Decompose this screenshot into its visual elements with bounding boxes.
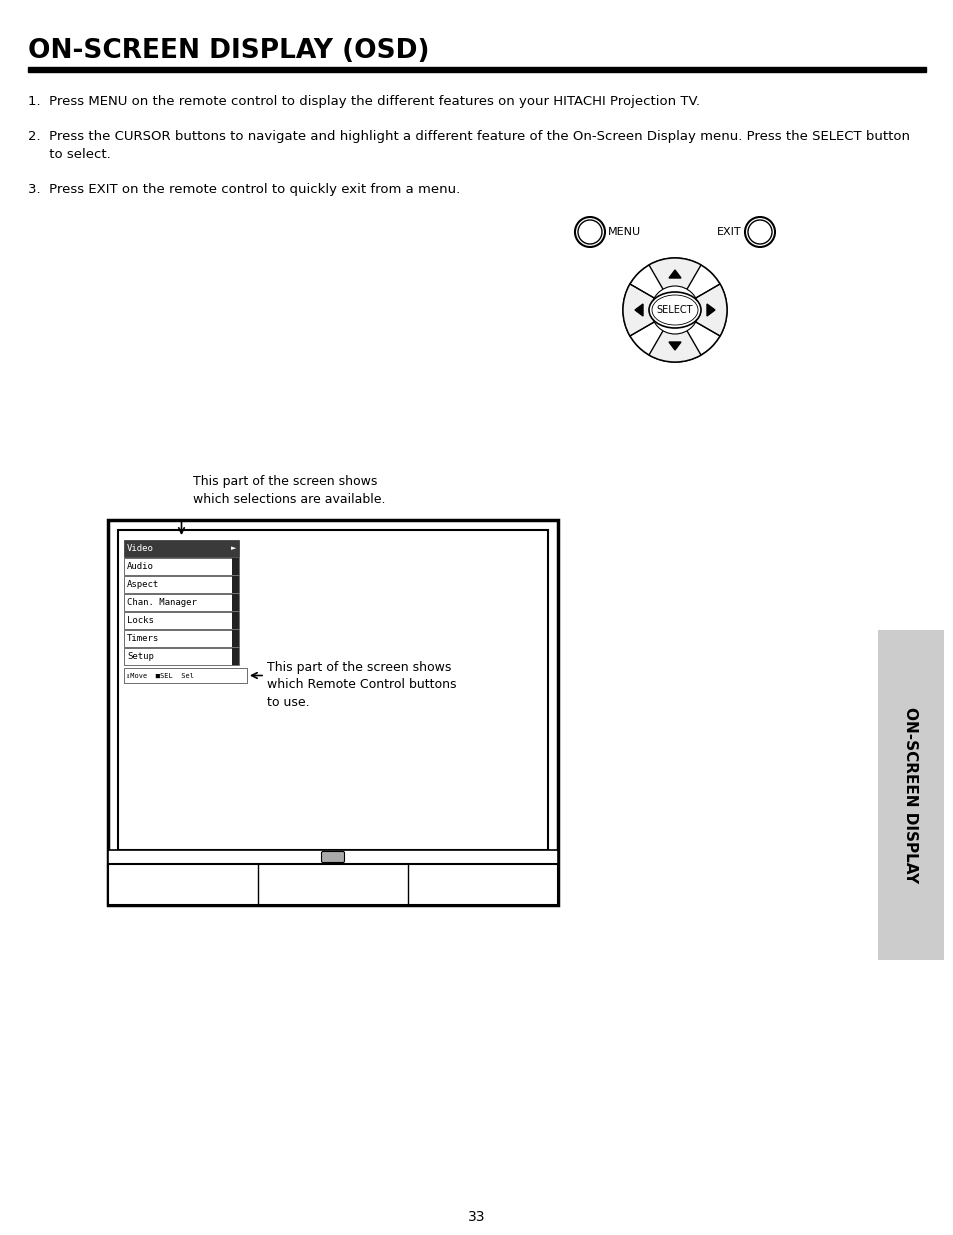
Text: Setup: Setup (127, 652, 153, 661)
Text: This part of the screen shows
which selections are available.: This part of the screen shows which sele… (193, 475, 385, 506)
Text: SELECT: SELECT (656, 305, 693, 315)
Ellipse shape (651, 295, 698, 325)
Text: Aspect: Aspect (127, 580, 159, 589)
Text: MENU: MENU (607, 227, 640, 237)
Bar (124, 630, 239, 647)
Bar (124, 594, 239, 611)
Circle shape (622, 258, 726, 362)
Bar (124, 668, 247, 683)
Bar (232, 576, 239, 593)
Bar (232, 558, 239, 576)
Bar (108, 864, 558, 905)
Polygon shape (635, 304, 642, 316)
Bar (877, 630, 943, 960)
Wedge shape (675, 284, 726, 336)
Bar (28, 67, 925, 72)
Text: 2.  Press the CURSOR buttons to navigate and highlight a different feature of th: 2. Press the CURSOR buttons to navigate … (28, 130, 909, 143)
Text: 1.  Press MENU on the remote control to display the different features on your H: 1. Press MENU on the remote control to d… (28, 95, 700, 107)
Wedge shape (622, 284, 675, 336)
Text: Chan. Manager: Chan. Manager (127, 598, 196, 606)
Bar (124, 613, 239, 629)
Text: Video: Video (127, 543, 153, 553)
Text: 33: 33 (468, 1210, 485, 1224)
Bar (232, 594, 239, 611)
Bar (124, 648, 239, 664)
Text: ON-SCREEN DISPLAY: ON-SCREEN DISPLAY (902, 706, 918, 883)
Text: EXIT: EXIT (717, 227, 741, 237)
Text: This part of the screen shows
which Remote Control buttons
to use.: This part of the screen shows which Remo… (267, 661, 456, 709)
Bar (118, 530, 547, 850)
Ellipse shape (648, 291, 700, 329)
Bar (124, 576, 239, 593)
Text: Locks: Locks (127, 616, 153, 625)
Wedge shape (648, 258, 700, 310)
Bar (108, 850, 558, 864)
Bar (108, 520, 558, 905)
Polygon shape (706, 304, 714, 316)
Bar (232, 613, 239, 629)
Bar (232, 648, 239, 664)
Text: Timers: Timers (127, 634, 159, 643)
Bar (124, 540, 239, 557)
Polygon shape (668, 342, 680, 350)
Bar (232, 630, 239, 647)
Text: ON-SCREEN DISPLAY (OSD): ON-SCREEN DISPLAY (OSD) (28, 38, 429, 64)
Text: ►: ► (231, 546, 236, 552)
Text: Audio: Audio (127, 562, 153, 571)
Text: ↕Move  ■SEL  Sel: ↕Move ■SEL Sel (126, 673, 193, 678)
FancyBboxPatch shape (321, 851, 344, 862)
Wedge shape (648, 310, 700, 362)
Polygon shape (668, 270, 680, 278)
Bar (124, 558, 239, 576)
Circle shape (650, 287, 699, 333)
Text: 3.  Press EXIT on the remote control to quickly exit from a menu.: 3. Press EXIT on the remote control to q… (28, 183, 459, 196)
Text: to select.: to select. (28, 148, 111, 161)
